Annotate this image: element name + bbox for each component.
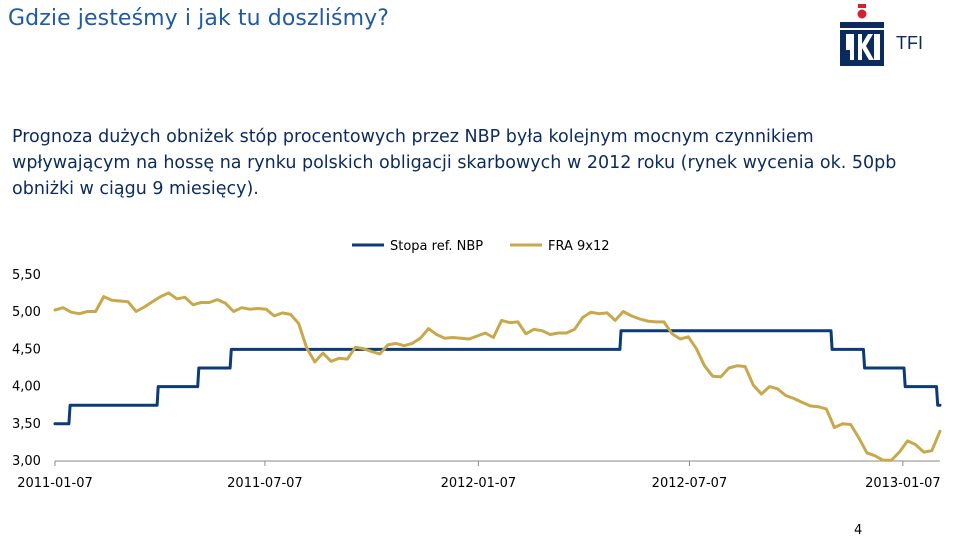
logo-red-bar (858, 4, 866, 8)
y-tick-label: 4,00 (12, 380, 41, 395)
series-line-stopa-ref-nbp (53, 329, 942, 426)
x-tick-label: 2011-07-07 (227, 476, 303, 491)
logo-letters (846, 34, 880, 60)
x-tick-label: 2012-01-07 (441, 476, 517, 491)
x-tick-label: 2012-07-07 (652, 476, 728, 491)
lead-paragraph: Prognoza dużych obniżek stóp procentowyc… (12, 127, 897, 199)
series-line-fra-9x12 (53, 291, 942, 462)
x-tick-label: 2013-01-07 (865, 476, 941, 491)
logo-red-dot (857, 9, 867, 19)
pko-logo (840, 4, 884, 66)
legend-label: FRA 9x12 (548, 239, 610, 254)
logo-suffix: TFI (896, 33, 923, 53)
line-chart: 5,50 5,00 4,50 4,00 3,50 3,00 2011-01-07 2011-0… (12, 239, 942, 491)
y-tick-label: 3,50 (12, 417, 41, 432)
page-number: 4 (854, 523, 863, 538)
y-tick-label: 4,50 (12, 342, 41, 357)
y-tick-label: 5,00 (12, 305, 41, 320)
logo-crown (840, 22, 884, 28)
y-tick-label: 3,00 (12, 454, 41, 469)
y-tick-label: 5,50 (12, 268, 41, 283)
legend-label: Stopa ref. NBP (390, 239, 483, 254)
x-tick-label: 2011-01-07 (17, 476, 93, 491)
slide-title: Gdzie jesteśmy i jak tu doszliśmy? (8, 6, 390, 31)
